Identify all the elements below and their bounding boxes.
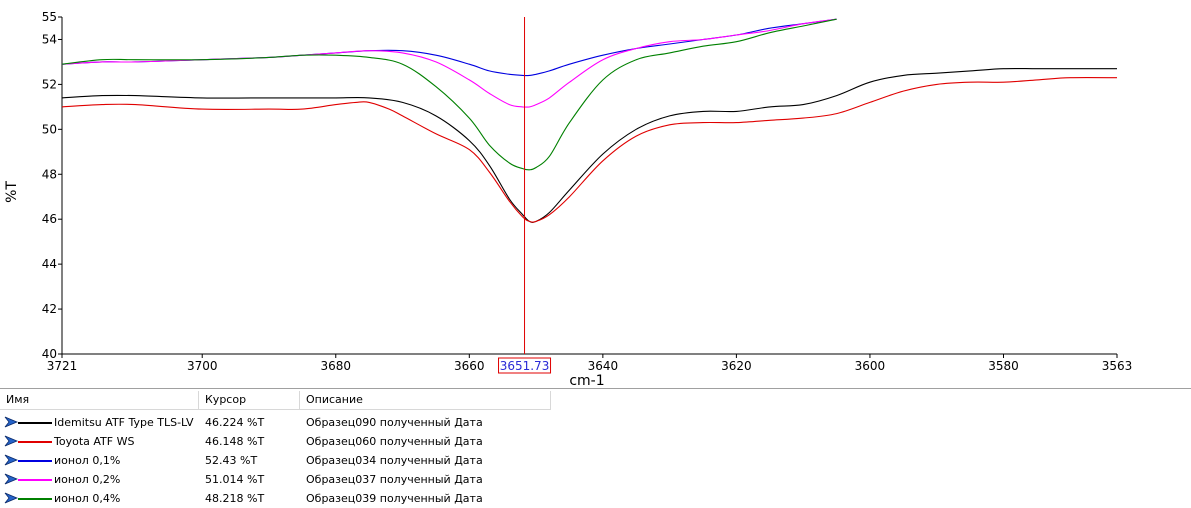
legend-cursor-value: 52.43 %T	[205, 454, 258, 467]
legend-series-name: ионол 0,4%	[54, 492, 121, 505]
legend-cursor-value: 46.224 %T	[205, 416, 265, 429]
legend-row[interactable]: Toyota ATF WS 46.148 %T Образец060 получен…	[0, 432, 560, 451]
x-tick-label: 3660	[454, 359, 485, 373]
legend-series-name: ионол 0,1%	[54, 454, 121, 467]
y-tick-label: 50	[42, 122, 57, 136]
x-tick-label: 3580	[988, 359, 1019, 373]
column-header-description[interactable]: Описание	[300, 391, 551, 409]
legend-cursor-value: 46.148 %T	[205, 435, 265, 448]
legend-series-name: ионол 0,2%	[54, 473, 121, 486]
y-axis: 40 42 44 46 48 50 52 54 55	[42, 10, 63, 361]
y-tick-label: 44	[42, 257, 57, 271]
legend-cursor-value: 48.218 %T	[205, 492, 265, 505]
y-tick-label: 54	[42, 32, 57, 46]
legend-description: Образец060 полученный Дата	[306, 435, 483, 448]
column-header-name[interactable]: Имя	[0, 391, 199, 409]
y-tick-label: 48	[42, 167, 57, 181]
arrow-pointer-icon	[4, 454, 18, 466]
legend-row[interactable]: Idemitsu ATF Type TLS-LV 46.224 %T Образец…	[0, 413, 560, 432]
series-line-4	[61, 18, 837, 108]
series-color-swatch	[18, 422, 52, 424]
legend-cursor-value: 51.014 %T	[205, 473, 265, 486]
x-tick-label: 3620	[721, 359, 752, 373]
series-line-2	[61, 76, 1118, 223]
y-tick-label: 42	[42, 302, 57, 316]
legend-description: Образец037 полученный Дата	[306, 473, 483, 486]
y-tick-label: 52	[42, 77, 57, 91]
y-tick-label: 46	[42, 212, 57, 226]
y-axis-label: %T	[4, 181, 20, 203]
cursor-label[interactable]: 3651.73	[500, 359, 550, 373]
legend-row[interactable]: ионол 0,2% 51.014 %T Образец037 полученный…	[0, 470, 560, 489]
legend-row[interactable]: ионол 0,4% 48.218 %T Образец039 полученный…	[0, 489, 560, 508]
cursor-label-box[interactable]	[498, 357, 552, 374]
series-color-swatch	[18, 479, 52, 481]
arrow-pointer-icon	[4, 416, 18, 428]
x-axis: 3721 3700 3680 3660 3640 3620 3600 3580 3563	[47, 353, 1133, 373]
series-color-swatch	[18, 460, 52, 462]
legend-description: Образец090 полученный Дата	[306, 416, 483, 429]
series-line-1	[61, 67, 1117, 223]
arrow-pointer-icon	[4, 492, 18, 504]
legend-row[interactable]: ионол 0,1% 52.43 %T Образец034 полученный …	[0, 451, 560, 470]
arrow-pointer-icon	[4, 435, 18, 447]
legend-description: Образец039 полученный Дата	[306, 492, 483, 505]
legend-series-name: Idemitsu ATF Type TLS-LV	[54, 416, 194, 429]
x-tick-label: 3700	[187, 359, 218, 373]
legend-description: Образец034 полученный Дата	[306, 454, 483, 467]
legend-series-name: Toyota ATF WS	[54, 435, 135, 448]
y-tick-label: 40	[42, 347, 57, 361]
x-tick-label: 3640	[588, 359, 619, 373]
legend-header: Имя Курсор Описание	[0, 391, 551, 410]
column-header-cursor[interactable]: Курсор	[199, 391, 300, 409]
x-tick-label: 3721	[47, 359, 78, 373]
x-axis-label: cm-1	[569, 373, 604, 388]
series-line-3	[61, 18, 837, 77]
series-lines	[61, 18, 1118, 223]
legend-panel: Имя Курсор Описание Idemitsu ATF Type TL…	[0, 388, 1191, 508]
x-tick-label: 3600	[855, 359, 886, 373]
series-line-5	[61, 18, 837, 171]
cursor[interactable]: 3651.73	[498, 17, 552, 374]
series-color-swatch	[18, 498, 52, 500]
y-tick-label: 55	[42, 10, 57, 24]
x-tick-label: 3680	[320, 359, 351, 373]
x-tick-label: 3563	[1102, 359, 1133, 373]
series-color-swatch	[18, 441, 52, 443]
arrow-pointer-icon	[4, 473, 18, 485]
